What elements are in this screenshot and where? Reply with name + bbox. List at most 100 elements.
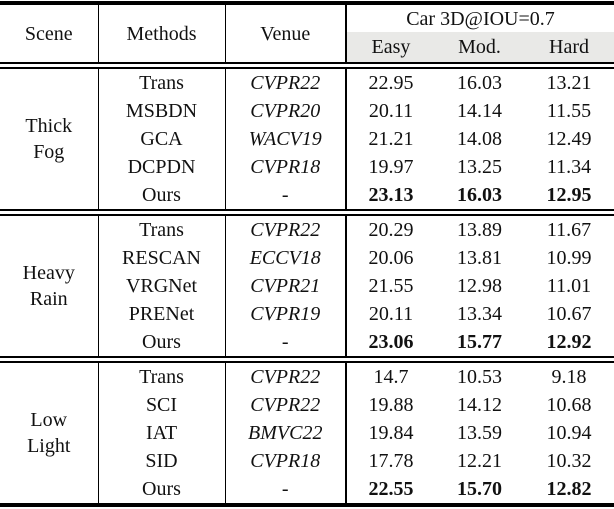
- mod-value: 12.98: [457, 275, 502, 297]
- mod-value: 14.12: [457, 394, 502, 416]
- scene-label: Heavy Rain: [0, 212, 99, 360]
- method-cell: SID: [98, 447, 226, 475]
- hard-value: 11.34: [546, 156, 592, 178]
- easy-value: 22.95: [368, 72, 414, 94]
- venue-cell: CVPR20: [225, 97, 347, 125]
- easy-value: 20.06: [368, 247, 414, 269]
- mod-value: 15.70: [457, 478, 502, 500]
- easy-value: 14.7: [373, 366, 409, 388]
- hard-value: 11.01: [546, 275, 592, 297]
- hard-value: 10.68: [546, 394, 592, 416]
- table-row-ours: Ours - 23.06 15.77 12.92: [0, 328, 614, 360]
- method-cell: SCI: [98, 391, 226, 419]
- table-row-ours: Ours - 22.55 15.70 12.82: [0, 475, 614, 505]
- easy-value: 20.29: [368, 219, 414, 241]
- method-cell: VRGNet: [98, 272, 226, 300]
- venue-cell: BMVC22: [225, 419, 347, 447]
- col-header-hard: Hard: [524, 32, 614, 66]
- easy-value: 20.11: [368, 303, 414, 325]
- method-cell: MSBDN: [98, 97, 226, 125]
- col-header-venue: Venue: [225, 3, 347, 66]
- mod-value: 10.53: [457, 366, 502, 388]
- venue-cell: ECCV18: [225, 244, 347, 272]
- venue-cell: CVPR22: [225, 391, 347, 419]
- method-cell: Trans: [98, 65, 226, 97]
- hard-value: 12.82: [546, 478, 592, 500]
- method-cell: DCPDN: [98, 153, 226, 181]
- venue-cell: CVPR22: [225, 65, 347, 97]
- header-sub-row: Easy Mod. Hard: [0, 32, 614, 66]
- easy-value: 21.55: [368, 275, 414, 297]
- table-row: DCPDN CVPR18 19.97 13.25 11.34: [0, 153, 614, 181]
- method-cell: GCA: [98, 125, 226, 153]
- hard-value: 10.67: [546, 303, 592, 325]
- venue-cell: -: [225, 475, 347, 505]
- mod-value: 16.03: [457, 184, 502, 206]
- method-cell: Trans: [98, 359, 226, 391]
- mod-value: 12.21: [457, 450, 502, 472]
- table-row: Heavy Rain Trans CVPR22 20.29 13.89 11.6…: [0, 212, 614, 360]
- table-row: GCA WACV19 21.21 14.08 12.49: [0, 125, 614, 153]
- col-header-scene: Scene: [0, 3, 99, 66]
- method-cell: IAT: [98, 419, 226, 447]
- table-row: IAT BMVC22 19.84 13.59 10.94: [0, 419, 614, 447]
- easy-value: 19.97: [368, 156, 414, 178]
- mod-value: 13.25: [457, 156, 502, 178]
- hard-value: 12.49: [546, 128, 592, 150]
- method-cell: Ours: [98, 181, 226, 213]
- table-row: SCI CVPR22 19.88 14.12 10.68: [0, 391, 614, 419]
- venue-cell: CVPR18: [225, 153, 347, 181]
- table-row: PRENet CVPR19 20.11 13.34 10.67: [0, 300, 614, 328]
- method-cell: Trans: [98, 212, 226, 244]
- header-group-row: Scene Methods Venue Car 3D@IOU=0.7: [0, 3, 614, 66]
- hard-value: 10.94: [546, 422, 592, 444]
- table-row: RESCAN ECCV18 20.06 13.81 10.99: [0, 244, 614, 272]
- mod-value: 13.89: [457, 219, 502, 241]
- mod-value: 13.59: [457, 422, 502, 444]
- scene-label: Low Light: [0, 359, 99, 505]
- venue-cell: CVPR19: [225, 300, 347, 328]
- venue-cell: CVPR21: [225, 272, 347, 300]
- hard-value: 11.67: [546, 219, 592, 241]
- easy-value: 23.06: [368, 331, 414, 353]
- hard-value: 10.99: [546, 247, 592, 269]
- scene-label-text: Low Light: [27, 409, 71, 457]
- mod-value: 14.08: [457, 128, 502, 150]
- table-row: MSBDN CVPR20 20.11 14.14 11.55: [0, 97, 614, 125]
- table-row: SID CVPR18 17.78 12.21 10.32: [0, 447, 614, 475]
- venue-cell: CVPR18: [225, 447, 347, 475]
- venue-cell: WACV19: [225, 125, 347, 153]
- method-cell: Ours: [98, 475, 226, 505]
- easy-value: 22.55: [368, 478, 414, 500]
- col-header-easy: Easy: [346, 32, 435, 66]
- easy-value: 17.78: [368, 450, 414, 472]
- hard-value: 10.32: [546, 450, 592, 472]
- table-row: VRGNet CVPR21 21.55 12.98 11.01: [0, 272, 614, 300]
- section-low-light: Low Light Trans CVPR22 14.7 10.53 9.18 S…: [0, 359, 614, 505]
- easy-value: 19.84: [368, 422, 414, 444]
- hard-value: 9.18: [551, 366, 587, 388]
- section-heavy-rain: Heavy Rain Trans CVPR22 20.29 13.89 11.6…: [0, 212, 614, 360]
- col-header-methods: Methods: [98, 3, 226, 66]
- mod-value: 13.34: [457, 303, 502, 325]
- section-thick-fog: Thick Fog Trans CVPR22 22.95 16.03 13.21…: [0, 65, 614, 213]
- col-header-mod: Mod.: [435, 32, 524, 66]
- mod-value: 15.77: [457, 331, 502, 353]
- hard-value: 12.95: [546, 184, 592, 206]
- col-header-metric-group: Car 3D@IOU=0.7: [406, 7, 555, 30]
- easy-value: 23.13: [368, 184, 414, 206]
- method-cell: PRENet: [98, 300, 226, 328]
- hard-value: 13.21: [546, 72, 592, 94]
- method-cell: RESCAN: [98, 244, 226, 272]
- table-header: Scene Methods Venue Car 3D@IOU=0.7 Easy …: [0, 3, 614, 66]
- easy-value: 20.11: [368, 100, 414, 122]
- table-row: Low Light Trans CVPR22 14.7 10.53 9.18: [0, 359, 614, 505]
- table-row: Thick Fog Trans CVPR22 22.95 16.03 13.21: [0, 65, 614, 213]
- scene-label-text: Heavy Rain: [22, 262, 75, 310]
- venue-cell: CVPR22: [225, 212, 347, 244]
- scene-label-text: Thick Fog: [25, 115, 73, 163]
- hard-value: 11.55: [546, 100, 592, 122]
- method-cell: Ours: [98, 328, 226, 360]
- mod-value: 14.14: [457, 100, 502, 122]
